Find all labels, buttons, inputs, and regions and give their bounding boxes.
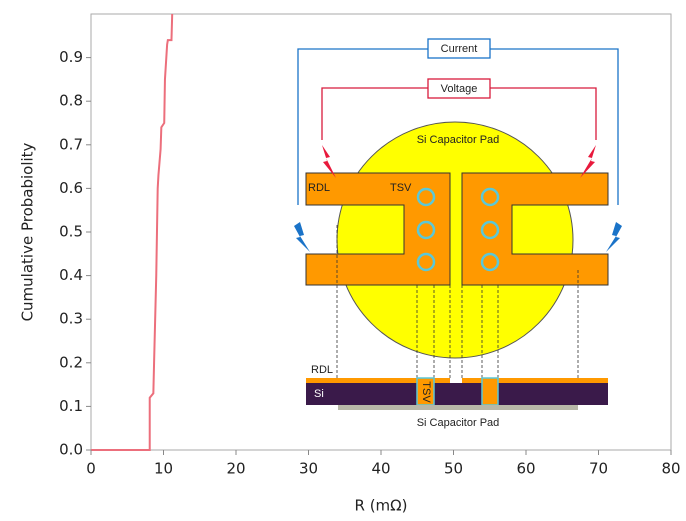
x-axis-label: R (mΩ) [355,497,408,515]
x-tick-label: 20 [226,460,245,478]
x-tick-label: 30 [299,460,318,478]
y-tick-label: 0.5 [59,223,83,241]
y-tick-label: 0.1 [59,397,83,415]
chart: Cumulative Probabiolity R (mΩ) [0,0,686,521]
annotation: Current [441,43,478,55]
si-section [306,383,608,405]
data-line [91,14,172,450]
inset-diagram: Current Voltage Si Capacitor Pad RDL TSV… [294,39,622,429]
page: Cumulative Probabiolity R (mΩ) [0,0,686,521]
capacitor-pad [337,122,573,358]
y-tick-label: 0.2 [59,353,83,371]
y-tick-label: 0.9 [59,48,83,66]
y-tick-label: 0.4 [59,266,83,284]
y-tick-label: 0.8 [59,92,83,110]
x-tick-label: 10 [154,460,173,478]
annotation: RDL [308,182,330,194]
y-tick-label: 0.0 [59,441,83,459]
annotation: RDL [311,364,333,376]
annotation: TSV [420,381,432,403]
x-tick-label: 60 [516,460,535,478]
annotation: Si Capacitor Pad [417,134,500,146]
y-tick-label: 0.6 [59,179,83,197]
x-tick-label: 80 [661,460,680,478]
tsv-section [482,378,498,405]
x-tick-label: 70 [589,460,608,478]
annotation: TSV [390,182,412,194]
x-tick-label: 0 [86,460,96,478]
annotation: Si [314,388,324,400]
x-tick-label: 40 [371,460,390,478]
x-tick-label: 50 [444,460,463,478]
pad-section [338,405,578,410]
annotation: Voltage [441,83,478,95]
annotation: Si Capacitor Pad [417,417,500,429]
y-tick-label: 0.3 [59,310,83,328]
y-axis-label: Cumulative Probabiolity [19,142,37,321]
y-tick-label: 0.7 [59,135,83,153]
